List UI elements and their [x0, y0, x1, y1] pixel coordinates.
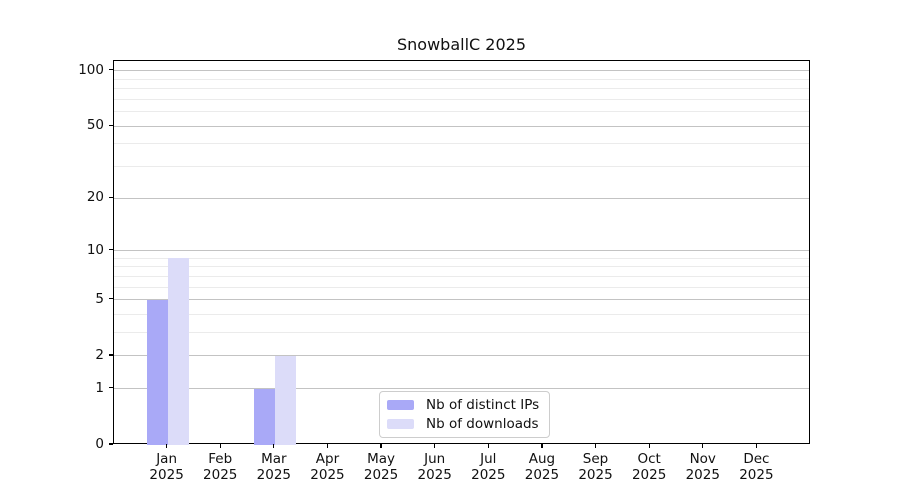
- y-tick-label: 1: [95, 379, 104, 396]
- minor-gridline: [114, 266, 809, 268]
- x-tick-label: Mar 2025: [256, 451, 292, 483]
- y-tick-label: 10: [86, 241, 104, 258]
- y-tick: [108, 248, 113, 251]
- minor-gridline: [114, 257, 809, 259]
- major-gridline: [114, 299, 809, 301]
- x-tick-label: Oct 2025: [631, 451, 667, 483]
- minor-gridline: [114, 78, 809, 80]
- y-tick: [108, 298, 113, 300]
- x-tick: [273, 444, 275, 448]
- x-tick-label: Jul 2025: [471, 451, 506, 483]
- x-tick: [594, 444, 597, 448]
- major-gridline: [114, 197, 809, 199]
- legend-swatch-downloads: [387, 419, 414, 429]
- plot-area: [113, 60, 810, 445]
- x-tick-label: Aug 2025: [524, 451, 560, 483]
- x-tick: [755, 444, 757, 448]
- minor-gridline: [114, 286, 809, 288]
- bar-distinct-ips-jan: [146, 299, 168, 445]
- minor-gridline: [114, 332, 809, 334]
- major-gridline: [114, 355, 809, 357]
- legend-label-distinct-ips: Nb of distinct IPs: [426, 397, 540, 413]
- y-tick: [108, 387, 113, 389]
- minor-gridline: [114, 275, 809, 277]
- x-tick: [166, 444, 168, 448]
- x-tick-label: Jun 2025: [417, 451, 452, 483]
- x-tick: [380, 444, 382, 448]
- x-tick: [219, 444, 221, 448]
- bar-downloads-mar: [274, 355, 296, 445]
- x-tick: [487, 444, 489, 448]
- legend: Nb of distinct IPs Nb of downloads: [379, 391, 551, 438]
- y-tick-label: 20: [86, 189, 104, 206]
- minor-gridline: [114, 88, 809, 90]
- x-tick-label: Dec 2025: [739, 451, 774, 483]
- bar-downloads-jan: [167, 258, 189, 445]
- x-tick: [648, 444, 650, 448]
- y-tick-label: 5: [95, 290, 104, 307]
- y-tick: [108, 124, 113, 126]
- major-gridline: [114, 70, 809, 72]
- y-tick: [108, 196, 113, 198]
- x-tick: [541, 444, 543, 448]
- y-tick-label: 0: [95, 436, 104, 452]
- y-tick: [108, 443, 113, 445]
- minor-gridline: [114, 166, 809, 168]
- x-tick-label: May 2025: [363, 451, 399, 483]
- y-tick-label: 2: [95, 346, 104, 363]
- x-tick: [434, 444, 436, 448]
- legend-item-downloads: Nb of downloads: [387, 415, 539, 433]
- x-tick: [702, 444, 704, 448]
- legend-label-downloads: Nb of downloads: [426, 416, 539, 432]
- y-tick: [108, 354, 113, 356]
- legend-item-distinct-ips: Nb of distinct IPs: [387, 396, 539, 414]
- x-tick-label: Feb 2025: [203, 451, 238, 483]
- x-tick-label: Apr 2025: [310, 451, 345, 483]
- minor-gridline: [114, 98, 809, 100]
- x-tick-label: Sep 2025: [578, 451, 613, 483]
- major-gridline: [114, 250, 809, 252]
- y-tick-label: 50: [86, 117, 104, 134]
- x-tick-label: Nov 2025: [685, 451, 720, 483]
- y-tick: [108, 69, 113, 71]
- minor-gridline: [114, 111, 809, 113]
- minor-gridline: [114, 314, 809, 315]
- chart-title: SnowballC 2025: [397, 35, 526, 54]
- bar-distinct-ips-mar: [253, 388, 275, 445]
- minor-gridline: [114, 143, 809, 145]
- x-tick-label: Jan 2025: [149, 451, 184, 483]
- x-tick: [326, 444, 329, 448]
- major-gridline: [114, 125, 809, 127]
- legend-swatch-distinct-ips: [387, 400, 414, 410]
- major-gridline: [114, 388, 809, 390]
- y-tick-label: 100: [78, 61, 104, 78]
